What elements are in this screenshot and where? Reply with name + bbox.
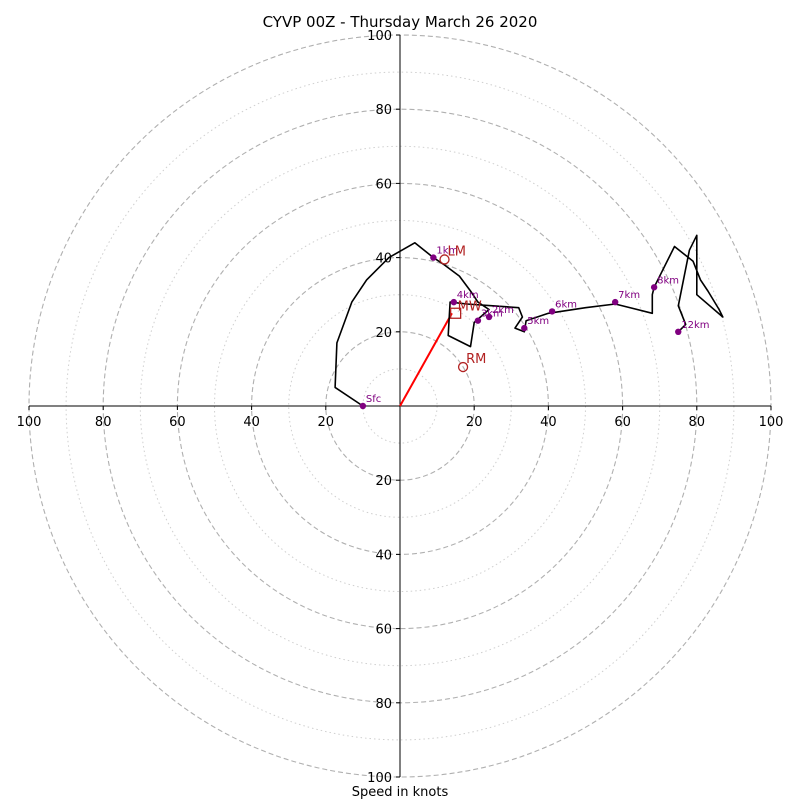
y-tick-label-pos-80: 80 xyxy=(375,103,392,118)
height-label-Sfc: Sfc xyxy=(366,394,381,405)
x-tick-label-pos-100: 100 xyxy=(759,415,784,430)
height-marker-8km xyxy=(650,284,658,291)
height-label-7km: 7km xyxy=(618,290,640,301)
x-axis-label: Speed in knots xyxy=(352,785,449,800)
y-tick-label-neg-60: 60 xyxy=(375,623,392,638)
x-tick-label-neg-20: 20 xyxy=(318,415,335,430)
height-label-4km: 4km xyxy=(457,290,479,301)
height-marker-7km xyxy=(611,298,619,306)
height-marker-1km xyxy=(430,254,437,261)
x-tick-label-neg-100: 100 xyxy=(17,415,42,430)
tick-labels: 20 20 20 20 40 40 40 40 60 60 60 60 80 80 80 80 100 100 10… xyxy=(17,29,784,786)
x-tick-label-pos-40: 40 xyxy=(540,415,557,430)
height-marker-3km xyxy=(474,317,482,324)
height-marker-4km xyxy=(450,298,457,306)
y-tick-label-pos-100: 100 xyxy=(367,29,392,44)
x-tick-label-neg-60: 60 xyxy=(169,415,186,430)
height-label-8km: 8km xyxy=(657,275,679,286)
height-label-2km: 2km xyxy=(492,305,514,316)
height-marker-12km xyxy=(675,328,682,335)
shear-vector xyxy=(399,312,453,407)
storm-motion-marker-lm xyxy=(439,254,450,265)
height-marker-6km xyxy=(548,308,556,315)
height-label-6km: 6km xyxy=(555,299,577,310)
height-label-5km: 5km xyxy=(527,316,549,327)
shear-vector-line xyxy=(399,312,453,407)
y-tick-label-neg-40: 40 xyxy=(375,548,392,563)
y-tick-label-pos-20: 20 xyxy=(375,326,392,341)
storm-motion-label-lm: LM xyxy=(448,244,466,259)
y-tick-label-neg-100: 100 xyxy=(367,771,392,786)
hodograph-trace xyxy=(334,234,724,407)
chart-title: CYVP 00Z - Thursday March 26 2020 xyxy=(263,13,538,31)
x-tick-label-pos-60: 60 xyxy=(614,415,631,430)
mean-wind-marker xyxy=(449,307,462,319)
mean-wind-label: MW xyxy=(458,299,482,314)
y-tick-label-neg-20: 20 xyxy=(375,474,392,489)
height-label-3km: 3km xyxy=(481,309,503,320)
x-tick-label-pos-20: 20 xyxy=(466,415,483,430)
height-marker-Sfc xyxy=(359,402,367,410)
x-tick-label-neg-80: 80 xyxy=(95,415,112,430)
x-tick-label-neg-40: 40 xyxy=(243,415,260,430)
height-marker-2km xyxy=(485,313,493,321)
y-tick-label-neg-80: 80 xyxy=(375,697,392,712)
y-tick-label-pos-40: 40 xyxy=(375,252,392,267)
height-marker-5km xyxy=(521,324,528,332)
storm-motion-label-rm: RM xyxy=(466,352,486,367)
x-tick-label-pos-80: 80 xyxy=(689,415,706,430)
y-tick-label-pos-60: 60 xyxy=(375,177,392,192)
height-label-1km: 1km xyxy=(436,246,458,257)
height-label-12km: 12km xyxy=(681,320,709,331)
hodograph-trace-group xyxy=(334,234,724,407)
storm-motions: LM RM MW xyxy=(439,244,486,373)
storm-motion-marker-rm xyxy=(457,361,469,373)
